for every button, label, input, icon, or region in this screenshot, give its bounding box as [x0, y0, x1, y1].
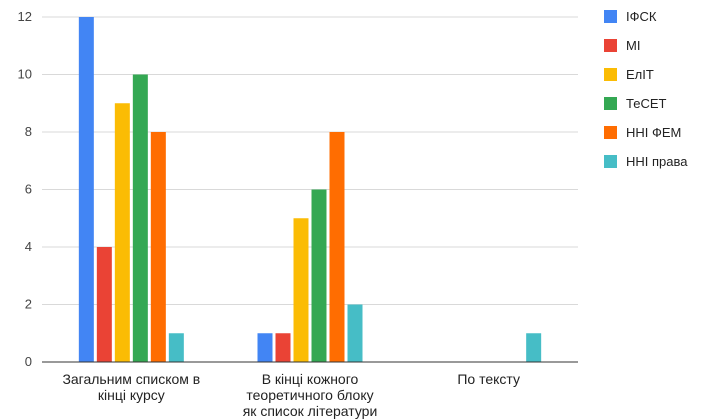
- legend-label: ННІ права: [626, 154, 688, 169]
- y-tick-label: 8: [25, 124, 32, 139]
- x-tick-label: В кінці кожного: [262, 371, 359, 387]
- legend-label: ІФСК: [626, 9, 657, 24]
- x-tick-label: По тексту: [457, 371, 520, 387]
- bar: [526, 333, 542, 362]
- x-tick-label: Загальним списком в: [62, 371, 200, 387]
- legend-swatch: [604, 10, 617, 23]
- legend-swatch: [604, 155, 617, 168]
- legend-swatch: [604, 39, 617, 52]
- legend-swatch: [604, 97, 617, 110]
- bar: [150, 132, 166, 362]
- bar: [275, 333, 291, 362]
- bars: [78, 17, 542, 362]
- bar: [114, 103, 130, 362]
- y-tick-label: 6: [25, 182, 32, 197]
- bar: [293, 218, 309, 362]
- x-tick-label: кінці курсу: [98, 387, 165, 403]
- bar: [311, 189, 327, 362]
- bar: [78, 17, 94, 362]
- y-tick-label: 10: [18, 67, 32, 82]
- y-tick-label: 2: [25, 297, 32, 312]
- y-tick-label: 0: [25, 354, 32, 369]
- legend-label: ЕлІТ: [626, 67, 654, 82]
- legend-label: ННІ ФЕМ: [626, 125, 681, 140]
- bar: [96, 247, 112, 362]
- x-tick-label: теоретичного блоку: [246, 387, 373, 403]
- bar: [168, 333, 184, 362]
- bar: [329, 132, 345, 362]
- bar: [257, 333, 273, 362]
- legend-swatch: [604, 126, 617, 139]
- y-tick-label: 4: [25, 239, 32, 254]
- grid-lines: [42, 16, 578, 305]
- bar: [132, 74, 148, 362]
- x-tick-label: як список літератури: [243, 403, 378, 419]
- y-tick-label: 12: [18, 9, 32, 24]
- legend: ІФСК МІ ЕлІТ ТеСЕТ ННІ ФЕМ ННІ права: [604, 9, 688, 169]
- legend-label: МІ: [626, 38, 640, 53]
- legend-label: ТеСЕТ: [626, 96, 667, 111]
- y-axis-ticks: 0 2 4 6 8 10 12: [18, 9, 32, 369]
- legend-swatch: [604, 68, 617, 81]
- bar: [347, 304, 363, 362]
